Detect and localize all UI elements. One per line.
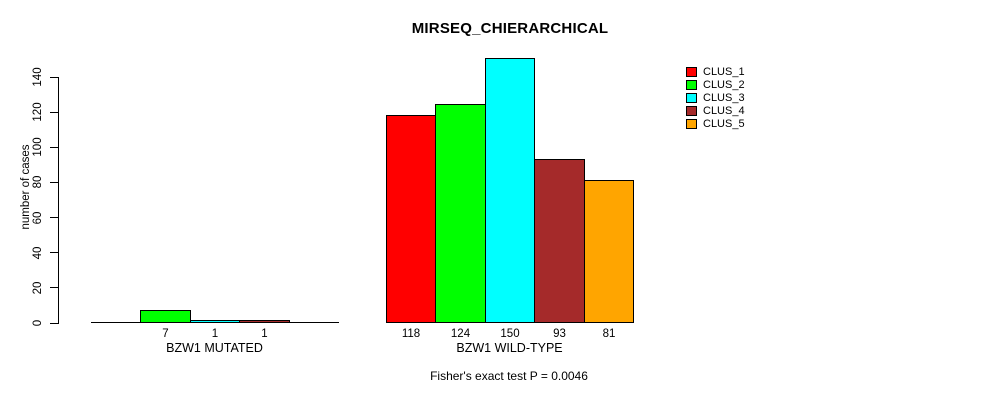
bar-clus_5 <box>584 179 634 323</box>
y-tick-mark <box>50 146 58 148</box>
bar-clus_2 <box>435 104 486 323</box>
y-tick-mark <box>50 181 58 183</box>
bar-value-label: 81 <box>602 328 616 340</box>
y-axis-line <box>58 77 59 324</box>
legend-label: CLUS_3 <box>703 91 745 104</box>
plot-title: MIRSEQ_CHIERARCHICAL <box>411 20 609 37</box>
legend-swatch-clus_5 <box>686 119 697 129</box>
legend-swatch-clus_3 <box>686 93 697 103</box>
bar-clus_1 <box>386 114 436 323</box>
bar-value-label: 93 <box>553 328 566 340</box>
legend-label: CLUS_5 <box>703 117 745 130</box>
bar-value-label: 1 <box>211 328 219 340</box>
bar-value-label: 150 <box>500 328 520 340</box>
bar-value-label: 7 <box>162 328 169 340</box>
legend-swatch-clus_1 <box>686 67 697 77</box>
y-tick-mark <box>50 322 58 324</box>
bar-clus_4 <box>239 320 290 323</box>
legend-label: CLUS_2 <box>703 78 745 91</box>
bar-clus_3 <box>485 58 535 323</box>
y-tick-label: 140 <box>32 67 44 87</box>
y-tick-mark <box>50 287 58 289</box>
bar-clus_4 <box>534 158 585 323</box>
y-tick-mark <box>50 76 58 78</box>
y-tick-mark <box>50 252 58 254</box>
bar-clus_3 <box>190 320 240 323</box>
bar-value-label: 124 <box>450 328 471 340</box>
bar-value-label: 118 <box>401 328 421 340</box>
group-label-bzw1-wild-type: BZW1 WILD-TYPE <box>456 341 563 355</box>
y-tick-mark <box>50 111 58 113</box>
legend-swatch-clus_4 <box>686 106 697 116</box>
legend-swatch-clus_2 <box>686 80 697 90</box>
zero-height-bar-clus_5 <box>289 322 339 323</box>
group-label-bzw1-mutated: BZW1 MUTATED <box>166 341 263 355</box>
bar-clus_2 <box>140 309 191 323</box>
fisher-test-annotation: Fisher's exact test P = 0.0046 <box>430 369 588 383</box>
legend-label: CLUS_1 <box>703 65 745 78</box>
zero-height-bar-clus_1 <box>91 322 141 323</box>
legend-label: CLUS_4 <box>703 104 745 117</box>
bar-value-label: 1 <box>261 328 268 340</box>
y-tick-mark <box>50 217 58 219</box>
